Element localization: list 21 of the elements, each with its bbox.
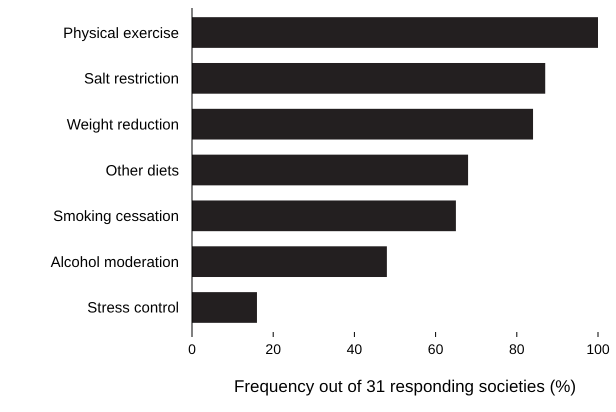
y-tick-label: Alcohol moderation bbox=[50, 254, 179, 271]
x-tick-label: 0 bbox=[188, 341, 196, 357]
bar bbox=[192, 246, 387, 278]
bar bbox=[192, 154, 468, 186]
y-tick-label: Stress control bbox=[87, 300, 179, 317]
x-tick-label: 80 bbox=[509, 341, 525, 357]
y-tick-label: Weight reduction bbox=[66, 116, 179, 134]
y-tick-label: Salt restriction bbox=[84, 70, 179, 88]
x-tick-label: 40 bbox=[346, 341, 362, 357]
y-tick-label: Smoking cessation bbox=[53, 208, 179, 226]
bar bbox=[192, 108, 534, 140]
x-tick-label: 100 bbox=[586, 341, 610, 357]
bar bbox=[192, 292, 257, 323]
x-tick-label: 20 bbox=[265, 341, 282, 357]
y-tick-label: Physical exercise bbox=[63, 24, 179, 42]
bar bbox=[192, 200, 456, 232]
bar bbox=[192, 62, 546, 94]
bar bbox=[192, 17, 598, 48]
x-tick-label: 60 bbox=[428, 341, 444, 357]
x-axis-title: Frequency out of 31 responding societies (%) bbox=[234, 377, 576, 396]
y-tick-label: Other diets bbox=[106, 162, 179, 180]
